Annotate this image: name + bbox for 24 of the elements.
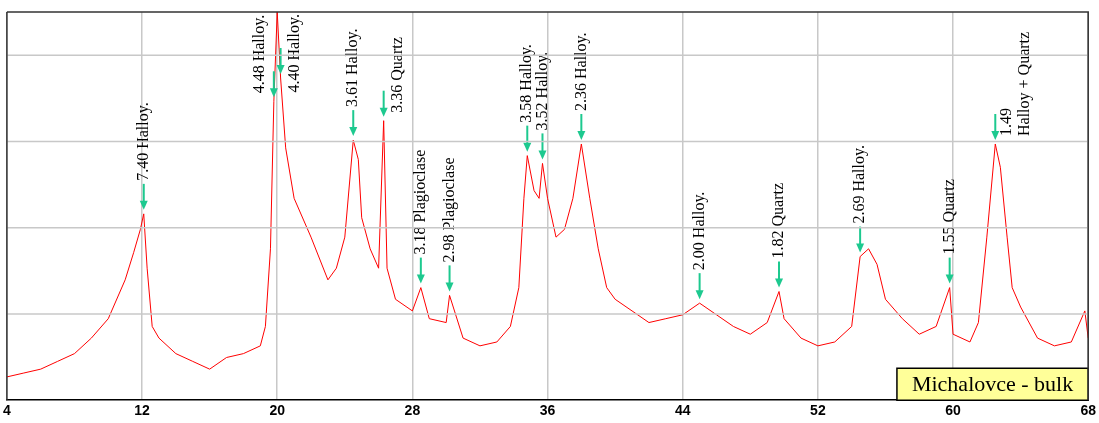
x-tick-label: 12: [134, 402, 151, 419]
annotation: 2.98 Plagioclase: [439, 157, 458, 263]
x-tick-label: 20: [269, 402, 286, 419]
annotation: 3.36 Quartz: [387, 37, 405, 113]
annotation: 3.58 Halloy.: [517, 44, 536, 123]
x-tick-label: 36: [539, 402, 556, 419]
x-tick-label: 52: [810, 402, 826, 419]
annotation: 3.18 Plagioclase: [411, 149, 430, 255]
annotation: 1.49 Halloy + Quartz: [997, 31, 1034, 136]
text: Michalovce - bulk: [911, 370, 1074, 396]
annotation: 2.69 Halloy.: [850, 145, 869, 224]
x-tick-label: 60: [945, 402, 962, 419]
x-tick-label: 44: [674, 402, 691, 419]
annotation: 7.40 Halloy.: [133, 102, 152, 181]
annotation: 3.61 Halloy.: [343, 28, 362, 108]
annotation: 4.48 Halloy.: [250, 14, 269, 94]
x-tick-label: 4: [2, 402, 11, 419]
annotation: 1.82 Quartz: [769, 182, 787, 259]
annotation: 2.36 Halloy.: [571, 32, 590, 111]
x-tick-label: 28: [404, 402, 421, 419]
x-tick-label: 68: [1080, 402, 1097, 419]
annotation: 1.55 Quartz: [939, 179, 957, 255]
annotation: 4.40 Halloy.: [284, 13, 303, 93]
annotation: 2.00 Halloy.: [689, 191, 708, 271]
